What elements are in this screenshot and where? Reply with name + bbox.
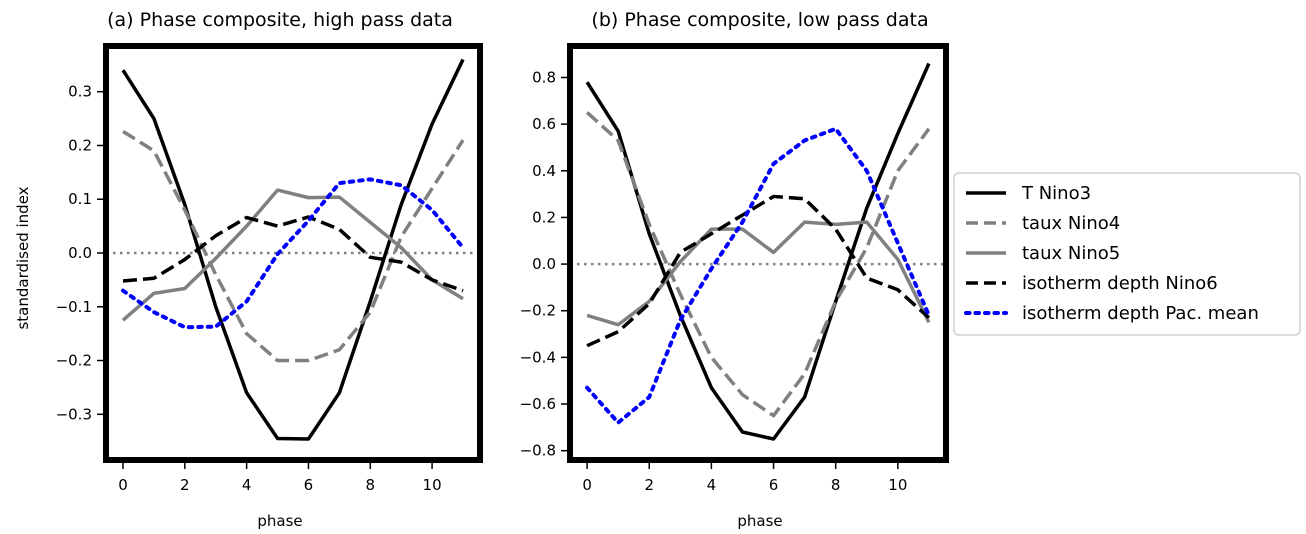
panel-b-ytick-label: 0.8 xyxy=(532,68,556,86)
panel-a-ytick-label: 0.3 xyxy=(68,83,92,101)
panel-a-ytick-label: −0.3 xyxy=(56,405,92,423)
panel-b-xtick-label: 6 xyxy=(769,476,779,494)
panel-a-ytick-label: 0.1 xyxy=(68,190,92,208)
panel-a-xtick-label: 0 xyxy=(118,476,128,494)
panel-a-ylabel: standardised index xyxy=(14,186,32,329)
legend-label: T Nino3 xyxy=(1021,183,1091,204)
panel-b-xlabel: phase xyxy=(737,512,782,530)
panel-b-xtick-label: 2 xyxy=(644,476,654,494)
panel-a-xtick-label: 4 xyxy=(242,476,252,494)
panel-a-series-taux-nino4 xyxy=(122,130,465,363)
panel-b-xtick-label: 8 xyxy=(831,476,841,494)
panel-b-plot: 0 2 4 6 8 10 −0.8 −0.6 −0.4 −0.2 0.0 0.2 0.4 0.6 0.8 xyxy=(520,43,949,494)
panel-b-series-taux-nino5 xyxy=(586,220,931,327)
panel-b-series-isotherm-depth-nino6 xyxy=(586,194,931,348)
panel-a-plot: 0 2 4 6 8 10 −0.3 −0.2 −0.1 0.0 0.1 0.2 0.3 xyxy=(56,43,483,494)
panel-a-ytick-label: −0.1 xyxy=(56,298,92,316)
panel-a-xlabel: phase xyxy=(257,512,302,530)
panel-b-frame xyxy=(567,43,949,463)
panel-a-ytick-label: 0.2 xyxy=(68,136,92,154)
panel-a-xtick-label: 6 xyxy=(304,476,314,494)
panel-b-ytick-label: 0.0 xyxy=(532,255,556,273)
panel-b-ytick-label: −0.4 xyxy=(520,348,556,366)
legend-label: taux Nino5 xyxy=(1022,243,1120,264)
panel-a-title: (a) Phase composite, high pass data xyxy=(107,9,453,31)
panel-b-ytick-label: 0.2 xyxy=(532,208,556,226)
panel-b-xtick-label: 0 xyxy=(582,476,592,494)
panel-b-ytick-label: −0.8 xyxy=(520,442,556,460)
legend-label: taux Nino4 xyxy=(1022,213,1120,234)
panel-b-title: (b) Phase composite, low pass data xyxy=(591,9,928,31)
panel-a-series-isotherm-depth-nino6 xyxy=(122,215,464,293)
panel-b-series-taux-nino4 xyxy=(585,111,931,418)
panel-b-xtick-label: 10 xyxy=(888,476,907,494)
legend-entries: T Nino3 taux Nino4 taux Nino5 isotherm dept… xyxy=(964,183,1259,324)
legend: T Nino3 taux Nino4 taux Nino5 isotherm dept… xyxy=(953,172,1301,336)
panel-b-series-isotherm-depth-pac-mean xyxy=(585,126,931,425)
panel-a-xtick-label: 10 xyxy=(423,476,442,494)
panel-a-series-taux-nino5 xyxy=(121,188,464,322)
panel-b-ytick-label: −0.2 xyxy=(520,302,556,320)
panel-b-ytick-label: 0.4 xyxy=(532,162,556,180)
panel-a-xtick-label: 2 xyxy=(180,476,190,494)
panel-a-ytick-label: −0.2 xyxy=(56,352,92,370)
legend-label: isotherm depth Nino6 xyxy=(1022,273,1218,294)
panel-b-ytick-label: −0.6 xyxy=(520,395,556,413)
panel-a-xtick-label: 8 xyxy=(365,476,375,494)
panel-a: (a) Phase composite, high pass data stan… xyxy=(14,9,483,530)
panel-a-ytick-label: 0.0 xyxy=(68,244,92,262)
panel-a-series-isotherm-depth-pac-mean xyxy=(121,177,465,330)
panel-b-ytick-label: 0.6 xyxy=(532,115,556,133)
legend-label: isotherm depth Pac. mean xyxy=(1022,303,1259,324)
panel-b-series-t-nino3 xyxy=(585,62,931,441)
panel-a-series-t-nino3 xyxy=(121,58,465,441)
panel-a-frame xyxy=(103,43,483,463)
panel-b-xtick-label: 4 xyxy=(707,476,717,494)
legend-frame xyxy=(953,172,1301,336)
panel-b: (b) Phase composite, low pass data phase… xyxy=(520,9,949,530)
